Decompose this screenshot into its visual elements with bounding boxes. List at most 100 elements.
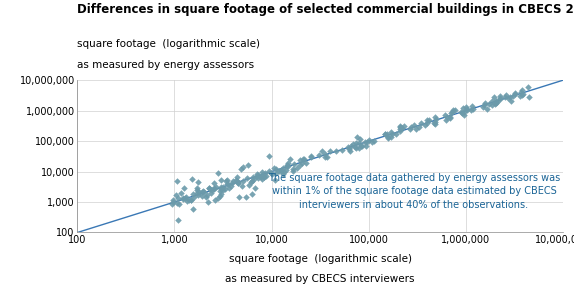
Point xyxy=(173,195,182,200)
Point xyxy=(219,188,228,193)
Point xyxy=(222,182,231,187)
Point xyxy=(271,178,280,183)
Point xyxy=(236,167,246,172)
Point xyxy=(397,126,406,131)
Point xyxy=(276,169,285,174)
Point xyxy=(183,198,192,203)
Point xyxy=(193,179,203,184)
Point xyxy=(384,136,393,140)
Point xyxy=(345,147,354,152)
Point xyxy=(234,195,243,200)
Point xyxy=(289,162,298,167)
Point xyxy=(364,138,373,142)
Point xyxy=(178,197,187,201)
Point xyxy=(195,189,204,194)
Point xyxy=(479,103,488,107)
Point xyxy=(495,95,505,100)
Point xyxy=(189,207,198,212)
Point xyxy=(174,202,184,207)
Point xyxy=(262,174,271,178)
Point xyxy=(223,182,232,187)
Point xyxy=(387,129,396,134)
Point xyxy=(210,187,219,191)
Point xyxy=(238,183,247,188)
Point xyxy=(232,174,241,179)
Point xyxy=(257,170,266,174)
Point xyxy=(259,174,269,179)
Point xyxy=(210,198,219,203)
Point xyxy=(272,170,281,175)
Point xyxy=(193,193,203,197)
Point xyxy=(231,178,241,183)
Point xyxy=(272,167,281,172)
Point xyxy=(253,175,262,180)
Point xyxy=(422,118,432,123)
Point xyxy=(215,194,224,198)
Point xyxy=(430,121,440,126)
Point xyxy=(168,200,177,205)
Point xyxy=(267,171,276,176)
Point xyxy=(462,107,471,111)
Point xyxy=(297,160,307,165)
Point xyxy=(216,187,226,191)
Point xyxy=(315,153,324,158)
Point xyxy=(232,179,242,183)
Point xyxy=(501,94,510,99)
Point xyxy=(395,124,405,129)
Point xyxy=(417,121,426,125)
Point xyxy=(405,127,414,131)
Point xyxy=(201,195,210,199)
Point xyxy=(381,132,390,136)
Point xyxy=(518,88,527,92)
Point xyxy=(203,192,212,197)
Point xyxy=(187,177,196,181)
Point xyxy=(205,187,215,192)
Point xyxy=(276,167,285,172)
Point xyxy=(295,158,304,163)
Point xyxy=(491,102,500,107)
Point xyxy=(239,165,248,169)
Point xyxy=(208,187,217,192)
Point xyxy=(197,189,207,194)
Point xyxy=(250,185,259,190)
Point xyxy=(269,166,278,170)
Point xyxy=(383,131,392,136)
Point xyxy=(348,142,357,147)
Point xyxy=(258,173,267,178)
Point xyxy=(173,201,182,205)
Point xyxy=(283,162,292,167)
Point xyxy=(430,120,440,125)
Point xyxy=(412,127,421,131)
Point xyxy=(495,94,505,98)
Point xyxy=(288,169,297,173)
Point xyxy=(220,187,229,192)
Point xyxy=(301,160,311,165)
Point xyxy=(299,157,308,161)
Point xyxy=(360,140,369,145)
Point xyxy=(265,154,274,158)
Point xyxy=(258,177,267,182)
Point xyxy=(296,162,305,167)
Point xyxy=(356,144,365,148)
Point xyxy=(211,185,220,189)
Point xyxy=(205,186,214,191)
Point xyxy=(197,194,207,198)
Point xyxy=(432,117,441,121)
Point xyxy=(204,185,214,190)
Point xyxy=(238,179,247,184)
Point xyxy=(358,143,367,148)
Text: as measured by energy assessors: as measured by energy assessors xyxy=(77,60,255,70)
Point xyxy=(247,192,256,197)
Point xyxy=(354,146,363,150)
Point xyxy=(179,196,188,201)
Point xyxy=(317,149,326,153)
Point xyxy=(192,191,201,195)
Point xyxy=(248,179,257,184)
Point xyxy=(395,125,405,130)
Point xyxy=(188,192,197,197)
Point xyxy=(421,123,430,127)
Point xyxy=(224,186,233,191)
Point xyxy=(516,90,525,94)
Point xyxy=(168,198,177,203)
Point xyxy=(351,141,360,146)
